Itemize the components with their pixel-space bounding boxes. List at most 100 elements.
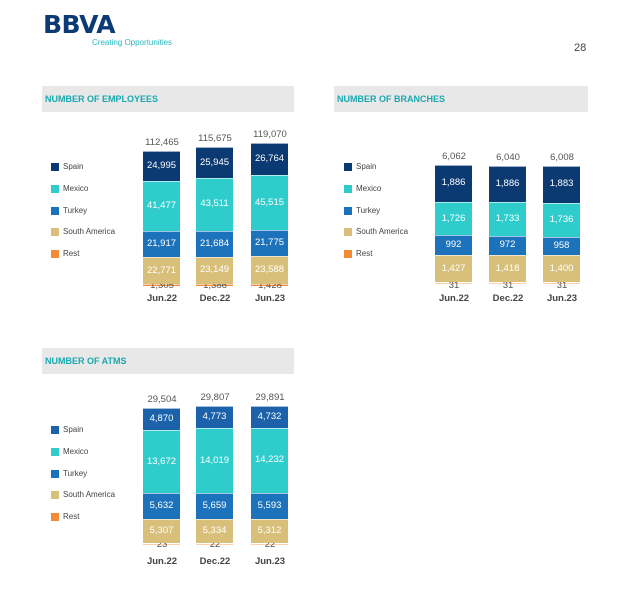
bar-segment-spain bbox=[143, 407, 180, 431]
bar-total-label: 6,008 bbox=[550, 152, 574, 164]
legend-swatch bbox=[51, 426, 59, 434]
legend-label: Spain bbox=[356, 162, 377, 171]
category-label: Jun.23 bbox=[546, 293, 578, 304]
segment-value-label: 1,400 bbox=[549, 262, 574, 274]
bar-segment-turkey bbox=[251, 493, 288, 519]
bar-segment-turkey bbox=[143, 230, 180, 258]
segment-value-label: 23,149 bbox=[199, 264, 230, 276]
bar-total-label: 29,807 bbox=[200, 392, 230, 404]
segment-value-label: 1,886 bbox=[495, 177, 520, 189]
rest-value-label: 22 bbox=[264, 539, 276, 550]
segment-value-label: 4,773 bbox=[202, 411, 227, 423]
legend-swatch bbox=[51, 250, 59, 258]
legend-swatch bbox=[51, 448, 59, 456]
legend-label: Spain bbox=[63, 425, 84, 434]
segment-value-label: 1,726 bbox=[441, 212, 466, 224]
legend-swatch bbox=[51, 470, 59, 478]
branches-header: NUMBER OF BRANCHES bbox=[334, 86, 588, 112]
segment-value-label: 21,684 bbox=[199, 237, 230, 249]
bar-segment-mexico bbox=[435, 201, 472, 236]
bar-total-label: 6,062 bbox=[442, 151, 466, 163]
bar-segment-mexico bbox=[143, 181, 180, 231]
legend-label: South America bbox=[63, 227, 116, 236]
legend-swatch bbox=[344, 185, 352, 193]
category-label: Dec.22 bbox=[492, 293, 524, 304]
legend-swatch bbox=[51, 228, 59, 236]
legend-swatch bbox=[51, 185, 59, 193]
bar-segment-rest bbox=[251, 543, 288, 545]
category-label: Jun.22 bbox=[438, 293, 470, 304]
legend-swatch bbox=[51, 491, 59, 499]
bar-segment-south-america bbox=[543, 255, 580, 283]
bar-segment-mexico bbox=[143, 430, 180, 494]
bar-segment-mexico bbox=[196, 178, 233, 231]
legend-swatch bbox=[51, 513, 59, 521]
legend-label: Mexico bbox=[63, 447, 89, 456]
bar-segment-south-america bbox=[196, 256, 233, 285]
bar-segment-turkey bbox=[543, 236, 580, 256]
bar-segment-mexico bbox=[251, 175, 288, 230]
bar-total-label: 112,465 bbox=[145, 137, 179, 148]
legend-label: South America bbox=[356, 227, 409, 236]
branches-title: NUMBER OF BRANCHES bbox=[337, 94, 445, 104]
rest-value-label: 23 bbox=[156, 539, 168, 550]
rest-value-label: 31 bbox=[502, 280, 514, 291]
bar-segment-rest bbox=[196, 284, 233, 286]
category-label: Jun.23 bbox=[254, 556, 286, 567]
bar-segment-spain bbox=[196, 147, 233, 179]
segment-value-label: 23,588 bbox=[254, 264, 285, 276]
segment-value-label: 41,477 bbox=[146, 199, 177, 211]
tagline: Creating Opportunities bbox=[92, 38, 173, 47]
bar-segment-south-america bbox=[489, 254, 526, 283]
legend-label: Mexico bbox=[356, 184, 382, 193]
bar-segment-south-america bbox=[435, 254, 472, 283]
segment-value-label: 4,870 bbox=[149, 412, 174, 424]
segment-value-label: 45,515 bbox=[254, 196, 285, 208]
rest-value-label: 1,305 bbox=[150, 280, 174, 291]
bar-total-label: 29,891 bbox=[255, 391, 285, 403]
segment-value-label: 21,775 bbox=[254, 236, 285, 248]
segment-value-label: 26,764 bbox=[254, 153, 285, 165]
bar-segment-spain bbox=[489, 165, 526, 203]
bar-total-label: 119,070 bbox=[253, 129, 287, 141]
bar-segment-turkey bbox=[435, 235, 472, 255]
legend-swatch bbox=[344, 207, 352, 215]
legend-swatch bbox=[344, 163, 352, 171]
legend-swatch bbox=[344, 250, 352, 258]
bar-segment-south-america bbox=[251, 255, 288, 285]
legend-label: South America bbox=[63, 490, 116, 499]
bbva-logo: BBVA bbox=[43, 10, 116, 39]
rest-value-label: 31 bbox=[556, 280, 568, 291]
bar-segment-spain bbox=[251, 143, 288, 176]
bar-segment-rest bbox=[143, 543, 180, 545]
segment-value-label: 24,995 bbox=[146, 160, 177, 171]
atms-header: NUMBER OF ATMS bbox=[42, 348, 294, 374]
bar-segment-rest bbox=[543, 282, 580, 284]
segment-value-label: 992 bbox=[445, 239, 462, 251]
segment-value-label: 5,593 bbox=[257, 500, 282, 512]
legend-label: Turkey bbox=[63, 469, 88, 478]
bar-segment-south-america bbox=[251, 519, 288, 544]
legend-label: Turkey bbox=[63, 206, 88, 215]
segment-value-label: 43,511 bbox=[200, 198, 229, 210]
bar-segment-mexico bbox=[543, 202, 580, 237]
category-label: Jun.22 bbox=[146, 556, 178, 567]
bar-segment-turkey bbox=[196, 230, 233, 257]
legend-label: Spain bbox=[63, 162, 84, 171]
bar-segment-turkey bbox=[196, 492, 233, 519]
rest-value-label: 31 bbox=[448, 280, 460, 291]
bar-segment-rest bbox=[143, 284, 180, 286]
segment-value-label: 4,732 bbox=[257, 410, 282, 422]
bar-segment-rest bbox=[196, 543, 233, 545]
bar-segment-spain bbox=[543, 166, 580, 203]
segment-value-label: 5,659 bbox=[202, 499, 227, 511]
segment-value-label: 5,312 bbox=[257, 525, 282, 537]
segment-value-label: 1,886 bbox=[441, 177, 466, 189]
segment-value-label: 1,418 bbox=[495, 262, 520, 274]
bar-segment-mexico bbox=[251, 427, 288, 494]
segment-value-label: 5,334 bbox=[202, 525, 227, 537]
bar-segment-rest bbox=[489, 282, 526, 284]
bar-segment-south-america bbox=[143, 519, 180, 544]
segment-value-label: 1,736 bbox=[549, 213, 574, 225]
